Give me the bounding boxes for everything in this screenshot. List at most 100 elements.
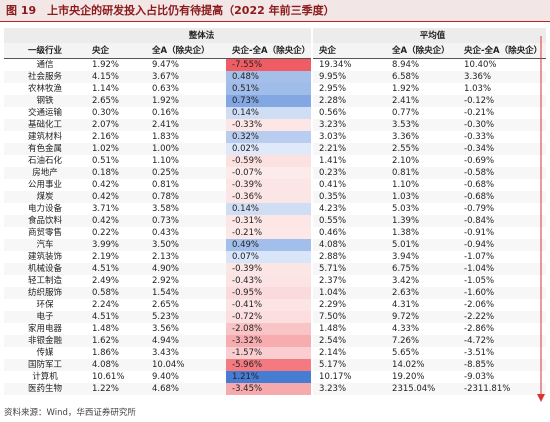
value-cell: 2.24% (92, 300, 120, 310)
value-cell: -0.94% (464, 240, 495, 250)
value-cell: -0.30% (464, 120, 495, 130)
industry-cell: 钢铁 (36, 96, 54, 106)
table-row: 公用事业 0.42% 0.81% -0.39% 0.41% 1.10% -0.68% (4, 179, 546, 191)
industry-cell: 通信 (36, 60, 54, 70)
industry-cell: 煤炭 (36, 192, 54, 202)
value-cell: -0.21% (226, 227, 313, 239)
value-cell: 1.48% (311, 323, 387, 335)
table-row: 家用电器 1.48% 3.56% -2.08% 1.48% 4.33% -2.86% (4, 323, 546, 335)
value-cell: -0.34% (464, 144, 495, 154)
value-cell: 2.92% (152, 276, 180, 286)
value-cell: 0.46% (311, 227, 387, 239)
value-cell: 3.42% (392, 276, 420, 286)
table-row: 煤炭 0.42% 0.78% -0.36% 0.35% 1.03% -0.68% (4, 191, 547, 203)
value-cell: -1.60% (464, 288, 495, 298)
value-cell: -1.57% (226, 347, 313, 359)
industry-cell: 公用事业 (27, 180, 62, 190)
value-cell: 14.02% (392, 360, 425, 370)
table-row: 食品饮料 0.42% 0.73% -0.31% 0.55% 1.39% -0.84% (4, 215, 547, 227)
value-cell: 0.73% (226, 95, 313, 107)
industry-cell: 机械设备 (27, 264, 62, 274)
value-cell: 0.58% (92, 288, 120, 298)
column-header: 一级行业 (4, 43, 86, 59)
value-cell: 1.22% (92, 384, 120, 394)
value-cell: -4.72% (464, 336, 495, 346)
value-cell: 2.65% (152, 300, 180, 310)
table-head: 整体法 平均值 一级行业 央企 全A（除央企） 央企-全A（除央企） 央企 全A（除央企） 央企… (4, 28, 547, 59)
value-cell: 4.08% (92, 360, 120, 370)
table-row: 房地产 0.18% 0.25% -0.07% 0.23% 0.81% -0.58% (4, 167, 547, 179)
table-row: 国防军工 4.08% 10.04% -5.96% 5.17% 14.02% -8.85% (4, 359, 547, 371)
value-cell: 1.10% (392, 180, 420, 190)
value-cell: 3.94% (392, 252, 420, 262)
value-cell: 4.33% (392, 324, 420, 334)
value-cell: 0.16% (152, 108, 180, 118)
value-cell: -0.12% (464, 96, 495, 106)
value-cell: -0.41% (226, 299, 313, 311)
value-cell: -3.45% (226, 383, 313, 395)
value-cell: 2.88% (311, 251, 387, 263)
value-cell: -3.51% (464, 348, 495, 358)
value-cell: 0.23% (311, 167, 387, 179)
value-cell: 0.18% (92, 168, 120, 178)
value-cell: 1.14% (92, 84, 120, 94)
value-cell: 1.10% (152, 156, 180, 166)
value-cell: 2.16% (92, 132, 120, 142)
industry-cell: 医药生物 (27, 384, 62, 394)
industry-cell: 建筑装饰 (27, 252, 62, 262)
industry-cell: 轻工制造 (27, 276, 62, 286)
table-row: 医药生物 1.22% 4.68% -3.45% 3.23% 2315.04% -2311.8… (4, 383, 547, 395)
table-row: 钢铁 2.65% 1.92% 0.73% 2.28% 2.41% -0.12% (4, 95, 547, 107)
value-cell: 5.03% (392, 204, 420, 214)
value-cell: -2.86% (464, 324, 495, 334)
value-cell: 3.53% (392, 120, 420, 130)
value-cell: -0.69% (464, 156, 495, 166)
value-cell: 2.37% (311, 275, 387, 287)
value-cell: -0.39% (226, 263, 313, 275)
value-cell: 2.13% (152, 252, 180, 262)
value-cell: 0.22% (92, 228, 120, 238)
value-cell: -0.84% (464, 216, 495, 226)
value-cell: 2.63% (392, 288, 420, 298)
value-cell: 3.43% (152, 348, 180, 358)
value-cell: 1.86% (92, 348, 120, 358)
value-cell: 4.31% (392, 300, 420, 310)
value-cell: -0.58% (464, 168, 495, 178)
value-cell: 2.55% (392, 144, 420, 154)
value-cell: 1.39% (392, 216, 420, 226)
value-cell: 0.32% (226, 131, 313, 143)
table-row: 通信 1.92% 9.47% -7.55% 19.34% 8.94% 10.40% (4, 58, 546, 71)
industry-cell: 纺织服饰 (27, 288, 62, 298)
value-cell: 2.41% (152, 120, 180, 130)
value-cell: -0.79% (464, 204, 495, 214)
table-row: 电力设备 3.71% 3.58% 0.14% 4.23% 5.03% -0.79% (4, 203, 546, 215)
value-cell: 2.21% (311, 143, 387, 155)
table-row: 基础化工 2.07% 2.41% -0.33% 3.23% 3.53% -0.30% (4, 119, 547, 131)
value-cell: -0.91% (464, 228, 495, 238)
table-row: 电子 4.51% 5.23% -0.72% 7.50% 9.72% -2.22% (4, 311, 547, 323)
value-cell: 7.50% (311, 311, 387, 323)
value-cell: 0.77% (392, 108, 420, 118)
value-cell: 6.75% (392, 264, 420, 274)
industry-cell: 食品饮料 (27, 216, 62, 226)
column-header: 全A（除央企） (386, 43, 459, 59)
value-cell: 1.92% (392, 84, 420, 94)
table-row: 环保 2.24% 2.65% -0.41% 2.29% 4.31% -2.06% (4, 299, 546, 311)
industry-cell: 商贸零售 (27, 228, 62, 238)
industry-cell: 环保 (36, 300, 54, 310)
value-cell: 0.30% (92, 108, 120, 118)
value-cell: 9.72% (392, 312, 420, 322)
value-cell: 1.92% (152, 96, 180, 106)
value-cell: 1.03% (392, 192, 420, 202)
value-cell: -0.21% (464, 108, 495, 118)
value-cell: 2.65% (92, 96, 120, 106)
value-cell: 1.41% (311, 155, 387, 167)
table-row: 建筑材料 2.16% 1.83% 0.32% 3.03% 3.36% -0.33% (4, 131, 546, 143)
value-cell: 8.94% (392, 60, 420, 70)
table-row: 非银金融 1.62% 4.94% -3.32% 2.54% 7.26% -4.72% (4, 335, 547, 347)
value-cell: 1.04% (311, 287, 387, 299)
value-cell: 3.23% (311, 383, 387, 395)
value-cell: 3.36% (392, 132, 420, 142)
value-cell: 1.48% (92, 324, 120, 334)
table-row: 商贸零售 0.22% 0.43% -0.21% 0.46% 1.38% -0.91% (4, 227, 546, 239)
